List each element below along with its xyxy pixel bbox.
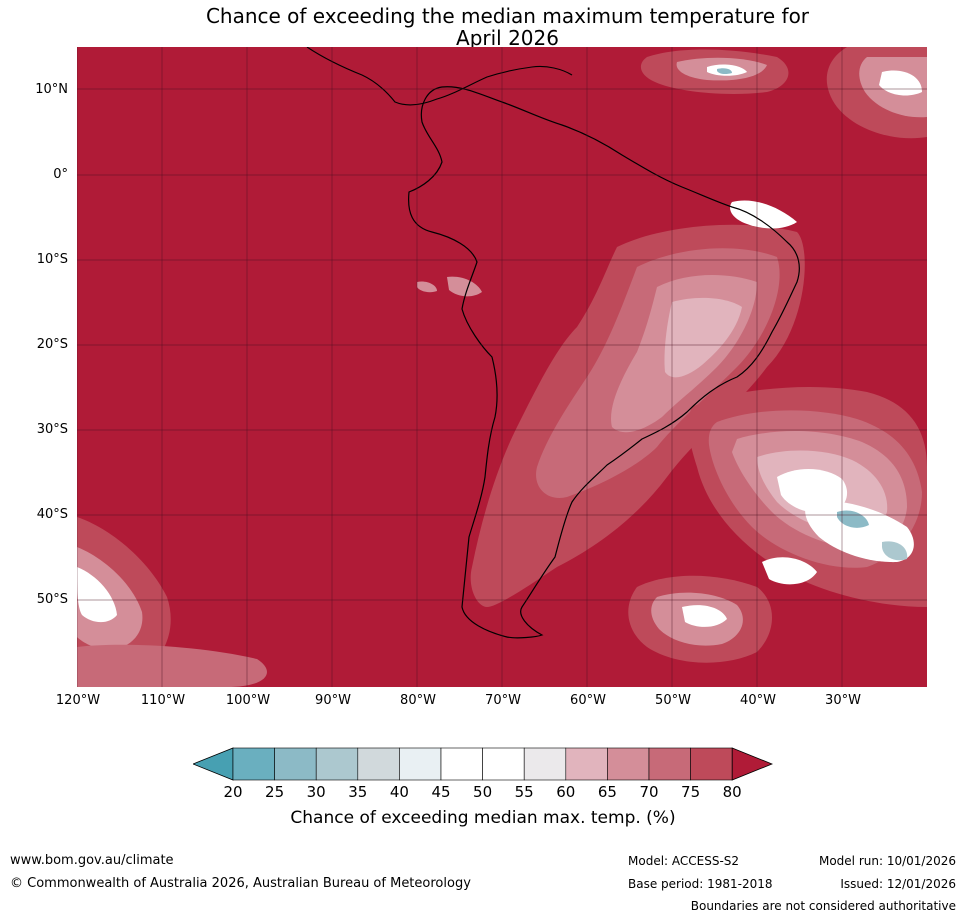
colorbar-segment <box>523 747 567 781</box>
colorbar-tick-50: 50 <box>473 783 493 801</box>
colorbar-segment <box>440 747 483 781</box>
lon-label-100w: 100°W <box>225 693 271 708</box>
lat-label-30s: 30°S <box>36 422 68 437</box>
colorbar-tick-60: 60 <box>556 783 576 801</box>
graticule <box>77 47 927 687</box>
lon-label-110w: 110°W <box>140 693 186 708</box>
lon-label-90w: 90°W <box>315 693 351 708</box>
issued-date: Issued: 12/01/2026 <box>840 877 956 891</box>
colorbar-segment <box>357 747 400 781</box>
colorbar-tick-40: 40 <box>389 783 409 801</box>
lon-label-120w: 120°W <box>55 693 101 708</box>
colorbar-segment <box>399 747 442 781</box>
lat-label-50s: 50°S <box>36 592 68 607</box>
colorbar-segment <box>232 747 275 781</box>
lat-label-0: 0° <box>53 167 68 182</box>
colorbar-segment <box>482 747 525 781</box>
colorbar-segment <box>648 747 691 781</box>
lon-label-80w: 80°W <box>400 693 436 708</box>
colorbar-title: Chance of exceeding median max. temp. (%… <box>290 808 676 828</box>
colorbar-segment <box>565 747 608 781</box>
model-run-date: Model run: 10/01/2026 <box>818 854 956 868</box>
website-link[interactable]: www.bom.gov.au/climate <box>10 853 174 868</box>
probability-contours <box>77 47 927 687</box>
colorbar-tick-35: 35 <box>348 783 368 801</box>
lon-label-50w: 50°W <box>655 693 691 708</box>
colorbar-tick-70: 70 <box>639 783 659 801</box>
colorbar-tick-65: 65 <box>597 783 617 801</box>
south-america-coastline <box>407 86 800 639</box>
colorbar-segment <box>607 747 650 781</box>
colorbar-tick-25: 25 <box>265 783 285 801</box>
colorbar <box>193 747 773 781</box>
lat-label-10s: 10°S <box>36 252 68 267</box>
colorbar-tick-80: 80 <box>722 783 742 801</box>
central-america-coastline <box>306 47 573 106</box>
lon-label-60w: 60°W <box>570 693 606 708</box>
colorbar-tick-20: 20 <box>223 783 243 801</box>
colorbar-high-arrow <box>731 747 773 781</box>
map-title-line-1: Chance of exceeding the median maximum t… <box>205 4 810 28</box>
colorbar-low-arrow <box>193 747 234 781</box>
lat-label-10n: 10°N <box>35 82 68 97</box>
map-title-line-2: April 2026 <box>456 26 559 50</box>
colorbar-segment <box>690 747 733 781</box>
lat-label-20s: 20°S <box>36 337 68 352</box>
copyright-text: © Commonwealth of Australia 2026, Austra… <box>10 876 471 891</box>
colorbar-tick-30: 30 <box>306 783 326 801</box>
forecast-map <box>77 47 927 687</box>
lon-label-70w: 70°W <box>485 693 521 708</box>
lon-label-40w: 40°W <box>740 693 776 708</box>
colorbar-segment <box>274 747 317 781</box>
base-period: Base period: 1981-2018 <box>628 877 773 891</box>
colorbar-segment <box>315 747 359 781</box>
lat-label-40s: 40°S <box>36 507 68 522</box>
colorbar-tick-55: 55 <box>514 783 534 801</box>
model-name: Model: ACCESS-S2 <box>628 854 740 868</box>
lon-label-30w: 30°W <box>825 693 861 708</box>
boundary-disclaimer: Boundaries are not considered authoritat… <box>690 899 956 913</box>
colorbar-tick-45: 45 <box>431 783 451 801</box>
colorbar-tick-75: 75 <box>681 783 701 801</box>
